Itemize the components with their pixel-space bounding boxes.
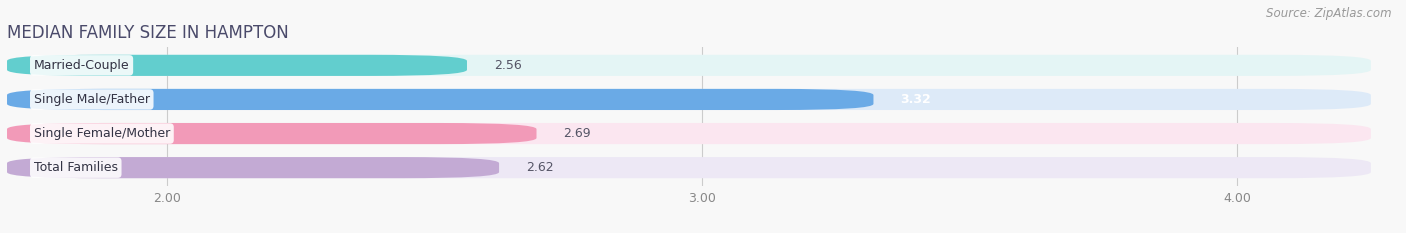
FancyBboxPatch shape — [7, 157, 499, 178]
Text: Single Female/Mother: Single Female/Mother — [34, 127, 170, 140]
Text: Married-Couple: Married-Couple — [34, 59, 129, 72]
Text: MEDIAN FAMILY SIZE IN HAMPTON: MEDIAN FAMILY SIZE IN HAMPTON — [7, 24, 288, 42]
FancyBboxPatch shape — [7, 123, 1371, 144]
FancyBboxPatch shape — [7, 55, 1371, 76]
Text: Total Families: Total Families — [34, 161, 118, 174]
Text: Source: ZipAtlas.com: Source: ZipAtlas.com — [1267, 7, 1392, 20]
FancyBboxPatch shape — [7, 89, 1371, 110]
FancyBboxPatch shape — [7, 55, 467, 76]
FancyBboxPatch shape — [7, 157, 1371, 178]
Text: 2.69: 2.69 — [564, 127, 591, 140]
FancyBboxPatch shape — [7, 123, 537, 144]
Text: Single Male/Father: Single Male/Father — [34, 93, 150, 106]
Text: 2.62: 2.62 — [526, 161, 554, 174]
FancyBboxPatch shape — [7, 89, 873, 110]
Text: 2.56: 2.56 — [494, 59, 522, 72]
Text: 3.32: 3.32 — [900, 93, 931, 106]
